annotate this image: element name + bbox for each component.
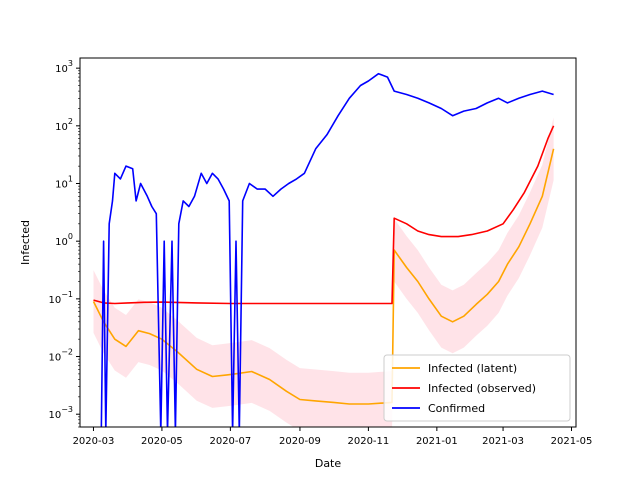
x-axis: 2020-03 2020-05 2020-07 2020-09 2020-11 2021-… <box>73 427 593 447</box>
x-axis-label: Date <box>315 457 342 470</box>
series-line-1 <box>93 125 555 305</box>
series-band-0 <box>93 117 554 427</box>
y-tick-label: 10−1 <box>48 290 73 306</box>
y-tick-label: 10−3 <box>48 405 73 421</box>
uncertainty-band-layer <box>93 117 554 427</box>
y-tick-label: 100 <box>55 232 73 248</box>
legend-box <box>383 354 571 422</box>
x-tick-label: 2021-03 <box>482 436 524 447</box>
x-tick-label: 2020-11 <box>347 436 389 447</box>
plot-frame <box>79 57 577 428</box>
legend-label: Infected (observed) <box>428 382 536 395</box>
series-line-0 <box>92 148 555 405</box>
y-axis: 10−3 10−2 10−1 100 101 102 103 <box>48 59 80 428</box>
x-tick-label: 2021-01 <box>416 436 458 447</box>
x-tick-label: 2020-03 <box>73 436 115 447</box>
y-tick-label: 103 <box>55 59 73 75</box>
legend-label: Confirmed <box>428 402 485 415</box>
legend-label: Infected (latent) <box>428 362 517 375</box>
x-tick-label: 2021-05 <box>551 436 593 447</box>
y-tick-label: 102 <box>55 117 73 133</box>
x-tick-label: 2020-07 <box>209 436 251 447</box>
x-tick-label: 2020-05 <box>141 436 183 447</box>
series-layer <box>92 72 555 427</box>
y-tick-label: 10−2 <box>48 348 73 364</box>
legend: Infected (latent) Infected (observed) Conf… <box>383 354 571 422</box>
y-axis-label: Infected <box>19 220 32 265</box>
x-tick-label: 2020-09 <box>279 436 321 447</box>
series-line-2 <box>100 72 554 427</box>
y-tick-label: 101 <box>55 175 73 191</box>
